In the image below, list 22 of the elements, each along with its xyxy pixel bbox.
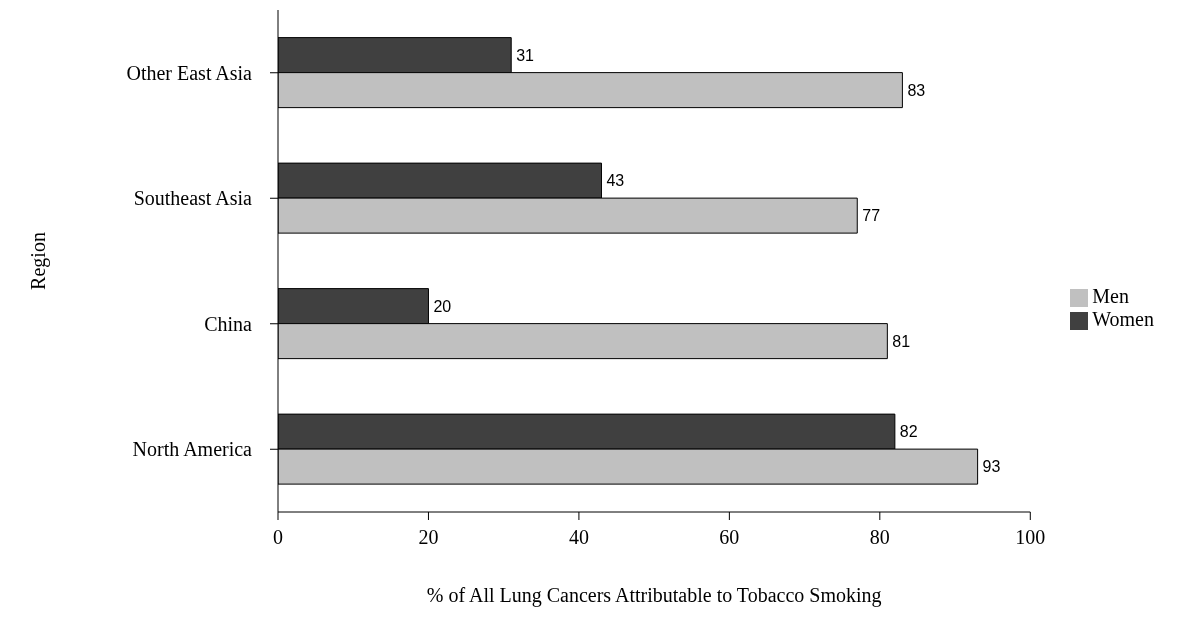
x-axis-title: % of All Lung Cancers Attributable to Tobacco Smoking [426, 584, 882, 607]
x-tick-label: 20 [418, 526, 439, 549]
x-tick-label: 40 [568, 526, 589, 549]
x-tick-label: 60 [719, 526, 740, 549]
y-axis-title: Region [27, 232, 51, 290]
data-label: 77 [862, 207, 881, 225]
legend-label: Men [1092, 285, 1129, 307]
y-tick-label: Other East Asia [126, 61, 253, 84]
y-tick-label: Southeast Asia [133, 187, 253, 210]
y-tick-label: North America [132, 438, 253, 461]
data-label: 20 [433, 297, 452, 315]
x-tick-label: 100 [1015, 526, 1046, 549]
x-tick-label: 0 [273, 526, 283, 549]
data-label: 83 [907, 81, 926, 99]
legend-label: Women [1092, 308, 1154, 330]
data-label: 43 [606, 172, 625, 190]
data-label: 93 [982, 458, 1001, 476]
x-tick-label: 80 [869, 526, 890, 549]
data-label: 31 [516, 46, 535, 64]
y-tick-label: China [204, 312, 253, 335]
data-label: 82 [899, 423, 918, 441]
data-label: 81 [892, 332, 911, 350]
